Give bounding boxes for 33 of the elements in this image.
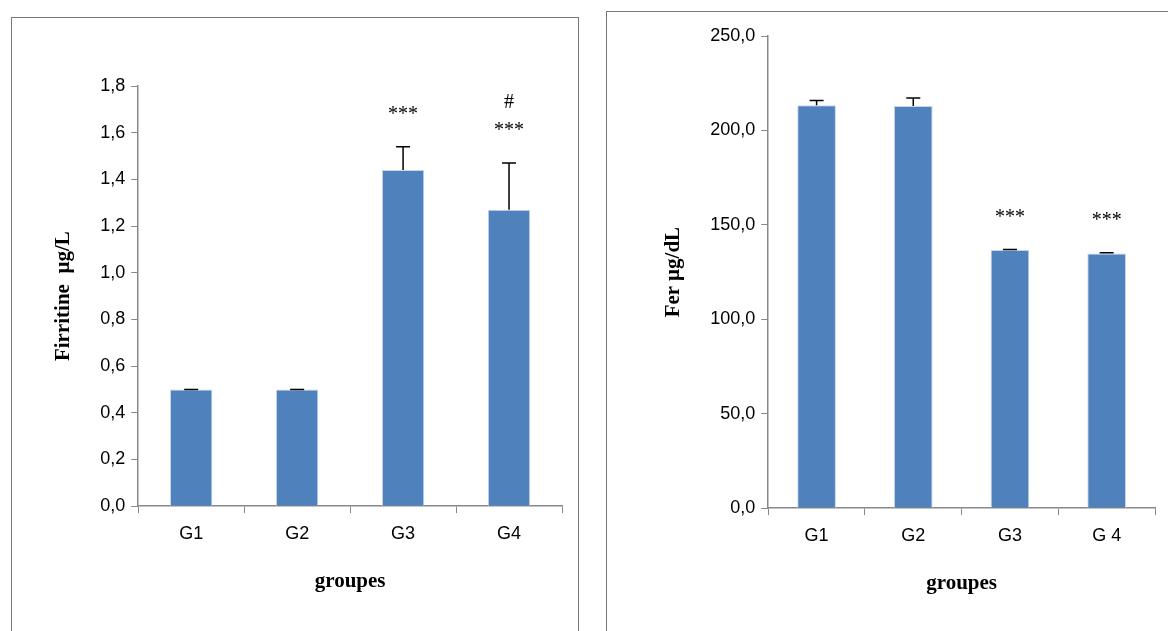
y-tick-label: 0,0	[730, 497, 756, 518]
x-tick-label: G3	[391, 522, 416, 543]
y-axis-title: Firritine µg/L	[50, 231, 75, 362]
y-tick-label: 1,4	[100, 168, 126, 189]
y-tick-label: 1,2	[100, 215, 126, 236]
y-tick-label: 0,4	[100, 401, 126, 422]
annotation: ***	[494, 118, 525, 141]
annotation: #	[504, 90, 515, 113]
x-tick-label: G2	[285, 522, 310, 543]
y-tick-label: 150,0	[710, 213, 756, 234]
x-tick-label: G4	[497, 522, 522, 543]
x-tick-label: G3	[997, 524, 1022, 545]
x-axis-title: groupes	[314, 567, 386, 592]
y-tick-label: 0,2	[100, 448, 126, 469]
x-tick-label: G 4	[1092, 524, 1122, 545]
x-tick-label: G1	[179, 522, 204, 543]
y-tick-label: 1,8	[100, 74, 126, 95]
x-axis-title: groupes	[926, 569, 998, 594]
y-axis-title: Fer µg/dL	[660, 226, 685, 318]
y-tick-label: 0,6	[100, 355, 126, 376]
y-tick-label: 0,8	[100, 308, 126, 329]
y-tick-label: 1,0	[100, 261, 126, 282]
y-tick-label: 0,0	[100, 495, 126, 516]
annotation: ***	[1091, 208, 1122, 231]
y-tick-label: 250,0	[710, 24, 756, 45]
annotation: ***	[388, 101, 419, 124]
annotation: ***	[994, 204, 1025, 227]
y-tick-label: 1,6	[100, 121, 126, 142]
y-tick-label: 50,0	[720, 402, 756, 423]
y-tick-label: 100,0	[710, 308, 756, 329]
y-tick-label: 200,0	[710, 119, 756, 140]
x-tick-label: G2	[901, 524, 926, 545]
x-tick-label: G1	[804, 524, 829, 545]
